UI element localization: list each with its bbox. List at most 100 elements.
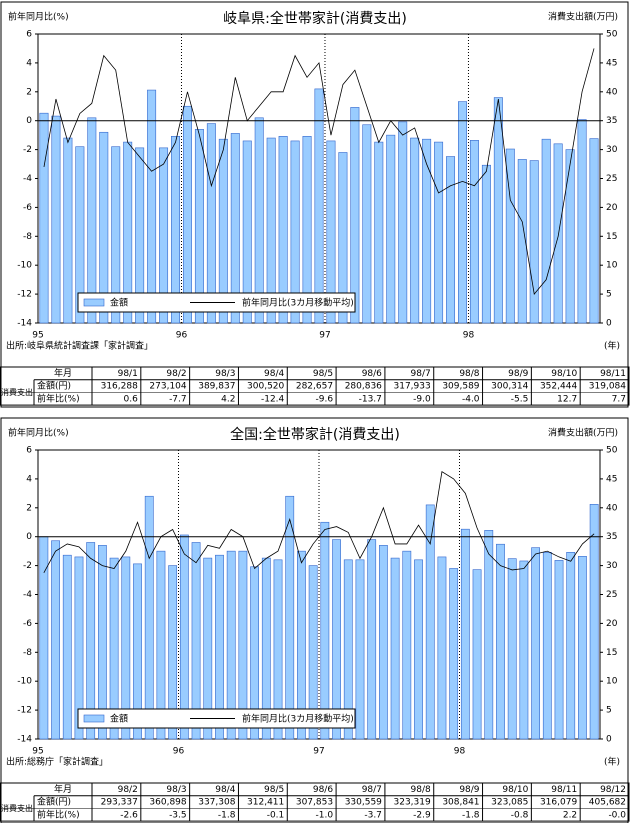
table-month: 98/1	[118, 369, 138, 379]
bar	[99, 131, 109, 324]
bar	[51, 540, 60, 740]
bar	[109, 557, 119, 740]
table-cell: 330,559	[345, 798, 382, 808]
bar	[168, 565, 178, 740]
table-cell: 316,079	[540, 798, 577, 808]
table-row-label: 前年比(%)	[37, 808, 80, 820]
bar	[203, 557, 213, 740]
line-series	[43, 48, 595, 296]
bar	[297, 550, 306, 740]
bar	[156, 550, 166, 740]
table-cell: -4.0	[462, 394, 480, 404]
y2-tick-label: 35	[606, 116, 617, 126]
bar	[414, 559, 423, 740]
y-tick-label: -10	[17, 261, 32, 271]
table-cell: -2.6	[120, 810, 138, 820]
y2-axis-label: 消費支出額(万円)	[548, 427, 618, 439]
table-cell: 312,411	[247, 798, 284, 808]
y2-tick-label: 30	[606, 561, 618, 571]
table-cell: -1.0	[316, 810, 334, 820]
bar	[191, 542, 201, 740]
bar	[332, 539, 341, 740]
bar	[51, 115, 61, 324]
y-tick-label: -6	[23, 203, 32, 213]
bar	[481, 164, 491, 324]
chart-title: 岐阜県:全世帯家計(消費支出)	[223, 10, 407, 27]
y2-tick-label: 50	[606, 446, 618, 456]
bar	[238, 550, 248, 740]
y-tick-label: 6	[26, 446, 32, 456]
table-cell: -13.7	[359, 394, 382, 404]
y-tick-label: 2	[26, 503, 32, 513]
y-axis-label: 前年同月比(%)	[8, 11, 69, 23]
y-axis-label: 前年同月比(%)	[8, 427, 69, 439]
bar	[496, 543, 505, 740]
bar	[194, 129, 204, 324]
table-cell: 308,841	[442, 798, 479, 808]
bar	[398, 121, 408, 324]
y2-tick-label: 45	[606, 474, 617, 484]
legend-label: 金額	[110, 297, 128, 309]
legend-swatch	[83, 298, 105, 307]
y-tick-label: -12	[17, 706, 32, 716]
y-tick-label: 0	[26, 532, 32, 542]
bar	[542, 552, 552, 740]
bar	[553, 143, 563, 324]
bar	[62, 554, 72, 740]
bar	[472, 569, 482, 740]
table-row-label: 前年比(%)	[37, 392, 80, 404]
bar	[215, 554, 224, 740]
bar	[505, 148, 515, 324]
bar	[86, 542, 96, 740]
bar	[402, 550, 412, 740]
y-tick-label: 2	[26, 87, 32, 97]
table-month: 98/7	[362, 785, 382, 795]
x-tick-label: 97	[319, 331, 330, 341]
y-tick-label: -12	[17, 290, 32, 300]
bar	[218, 138, 228, 324]
y2-tick-label: 20	[606, 619, 618, 629]
table-month: 98/9	[508, 369, 528, 379]
bar	[362, 124, 372, 324]
y2-tick-label: 45	[606, 58, 617, 68]
x-tick-label: 98	[463, 331, 475, 341]
bar	[529, 160, 539, 324]
legend-label: 金額	[110, 713, 128, 725]
table-month: 98/10	[502, 785, 528, 795]
bar	[133, 563, 142, 740]
table-cell: 0.6	[123, 394, 138, 404]
table-month: 98/6	[313, 785, 333, 795]
table-cell: -0.8	[511, 810, 529, 820]
bar	[75, 146, 85, 324]
table-month: 98/11	[600, 369, 626, 379]
table-cell: 309,589	[442, 382, 479, 392]
legend-label: 前年同月比(3カ月移動平均)	[242, 713, 354, 725]
bar	[171, 136, 180, 324]
table-cell: -0.1	[267, 810, 285, 820]
table-cell: 360,898	[149, 798, 186, 808]
bar	[374, 141, 384, 324]
table-cell: -1.8	[218, 810, 236, 820]
table-cell: -0.0	[608, 810, 626, 820]
chart-title: 全国:全世帯家計(消費支出)	[230, 426, 400, 443]
bar	[517, 159, 527, 324]
x-tick-label: 95	[32, 331, 43, 341]
y2-tick-label: 0	[606, 735, 612, 745]
table-month: 98/7	[411, 369, 431, 379]
frame	[0, 417, 629, 823]
y2-tick-label: 35	[606, 532, 617, 542]
bar	[308, 565, 318, 740]
x-axis-unit: (年)	[604, 340, 620, 352]
y2-tick-label: 5	[606, 290, 612, 300]
bar	[63, 137, 73, 324]
bar	[254, 117, 264, 324]
table-cell: 4.2	[221, 394, 235, 404]
bar	[434, 141, 444, 324]
table-cell: 317,933	[394, 382, 431, 392]
bar	[378, 545, 388, 740]
bar	[566, 552, 576, 740]
bar	[410, 137, 420, 324]
table-month: 98/11	[551, 785, 577, 795]
x-tick-label: 95	[32, 747, 43, 757]
